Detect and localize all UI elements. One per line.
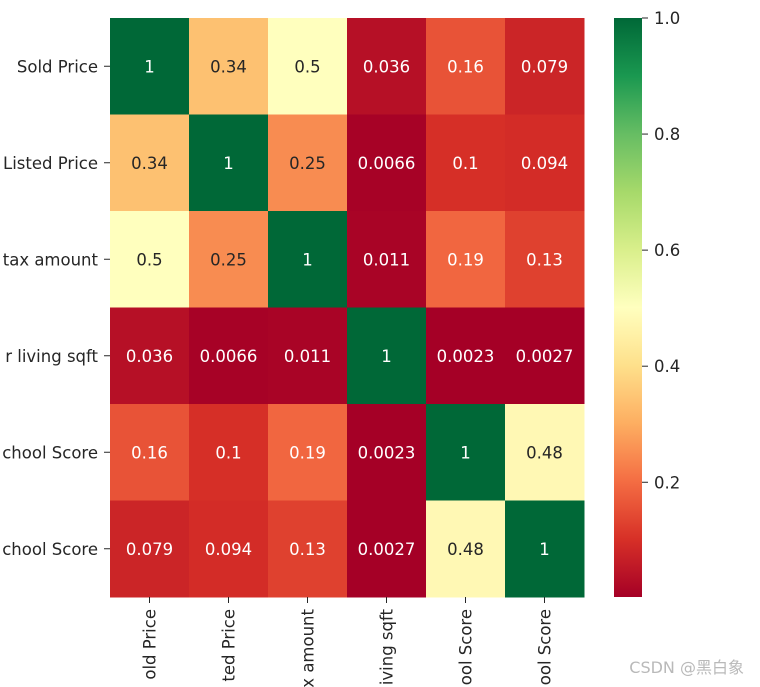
heatmap-cell — [505, 114, 585, 212]
cell-annotation: 0.036 — [126, 347, 173, 366]
cell-annotation: 0.011 — [284, 347, 331, 366]
cell-annotation: 0.16 — [447, 57, 484, 76]
cell-annotation: 0.34 — [210, 57, 247, 76]
cell-annotation: 0.0066 — [200, 347, 258, 366]
cell-annotation: 0.13 — [289, 540, 326, 559]
cell-annotation: 1 — [539, 540, 550, 559]
heatmap-cell — [189, 114, 269, 212]
heatmap-cell — [347, 18, 427, 115]
y-tick-label: chool Score — [2, 540, 98, 559]
colorbar-tick-label: 1.0 — [654, 9, 680, 28]
heatmap-cell — [189, 211, 269, 308]
heatmap-cell — [426, 18, 506, 115]
heatmap-cell — [110, 211, 190, 308]
heatmap-cell — [505, 404, 585, 501]
heatmap-cell — [189, 307, 269, 405]
cell-annotation: 0.0023 — [437, 347, 495, 366]
heatmap-cell — [110, 114, 190, 212]
cell-annotation: 0.13 — [526, 250, 563, 269]
heatmap-cell — [426, 404, 506, 501]
heatmap-cell — [268, 114, 348, 212]
heatmap-cell — [110, 404, 190, 501]
cell-annotation: 0.094 — [205, 540, 252, 559]
y-tick-label: Listed Price — [3, 154, 98, 173]
heatmap-cell — [347, 211, 427, 308]
heatmap-cell — [189, 18, 269, 115]
cell-annotation: 0.0023 — [358, 443, 416, 462]
y-tick-label: chool Score — [2, 443, 98, 462]
cell-annotation: 0.25 — [289, 154, 326, 173]
heatmap-cell — [505, 211, 585, 308]
x-tick-label: old Price — [141, 609, 160, 680]
heatmap-cell — [268, 307, 348, 405]
colorbar: 0.2 0.4 0.6 0.8 1.0 — [614, 9, 680, 597]
cell-annotation: 0.0066 — [358, 154, 416, 173]
heatmap-cell — [426, 307, 506, 405]
heatmap-cell — [426, 500, 506, 598]
cell-annotation: 1 — [144, 57, 155, 76]
cell-annotation: 0.34 — [131, 154, 168, 173]
y-axis-labels: Sold Price Listed Price tax amount r living… — [2, 57, 110, 559]
heatmap-cells — [110, 18, 585, 598]
watermark: CSDN @黑白象 — [629, 658, 744, 677]
heatmap-cell — [189, 404, 269, 501]
x-tick-label: iving sqft — [378, 608, 397, 685]
heatmap-cell — [268, 404, 348, 501]
x-tick-label: ool Score — [457, 609, 476, 685]
heatmap-cell — [426, 211, 506, 308]
cell-annotation: 1 — [223, 154, 234, 173]
cell-annotation: 0.0027 — [516, 347, 574, 366]
heatmap-cell — [110, 500, 190, 598]
heatmap-cell — [268, 500, 348, 598]
cell-annotation: 0.1 — [452, 154, 478, 173]
colorbar-tick-label: 0.2 — [654, 473, 680, 492]
cell-annotation: 0.48 — [447, 540, 484, 559]
heatmap-cell — [268, 18, 348, 115]
cell-annotation: 0.19 — [447, 250, 484, 269]
heatmap-cell — [505, 307, 585, 405]
y-tick-label: tax amount — [3, 250, 99, 269]
cell-annotation: 0.25 — [210, 250, 247, 269]
x-tick-label: ted Price — [220, 609, 239, 682]
cell-annotation: 0.16 — [131, 443, 168, 462]
cell-annotation: 0.48 — [526, 443, 563, 462]
heatmap-cell — [347, 404, 427, 501]
heatmap-cell — [110, 307, 190, 405]
heatmap-cell — [347, 500, 427, 598]
x-tick-label: x amount — [299, 608, 318, 687]
cell-annotation: 0.5 — [136, 250, 162, 269]
cell-annotation: 0.079 — [521, 57, 568, 76]
colorbar-gradient — [614, 18, 642, 597]
cell-annotation: 0.094 — [521, 154, 568, 173]
heatmap-cell — [505, 18, 585, 115]
cell-annotation: 1 — [381, 347, 392, 366]
heatmap-cell — [189, 500, 269, 598]
cell-annotation: 0.079 — [126, 540, 173, 559]
x-tick-label: ool Score — [536, 609, 555, 685]
heatmap-cell — [505, 500, 585, 598]
cell-annotation: 1 — [302, 250, 313, 269]
cell-annotation: 0.011 — [363, 250, 410, 269]
cell-annotation: 0.036 — [363, 57, 410, 76]
cell-annotation: 0.5 — [294, 57, 320, 76]
cell-annotation: 0.1 — [215, 443, 241, 462]
colorbar-tick-label: 0.4 — [654, 357, 680, 376]
heatmap-cell — [426, 114, 506, 212]
y-tick-label: r living sqft — [5, 347, 98, 366]
cell-annotations: 1 0.34 0.5 0.036 0.16 0.079 0.34 1 0.25 0.0066 0.1… — [126, 57, 573, 559]
heatmap-cell — [268, 211, 348, 308]
colorbar-tick-label: 0.8 — [654, 125, 680, 144]
heatmap-cell — [110, 18, 190, 115]
cell-annotation: 0.19 — [289, 443, 326, 462]
cell-annotation: 1 — [460, 443, 471, 462]
colorbar-tick-label: 0.6 — [654, 241, 680, 260]
heatmap-cell — [347, 307, 427, 405]
x-axis-labels: old Price ted Price x amount iving sqft ool … — [141, 597, 555, 687]
cell-annotation: 0.0027 — [358, 540, 416, 559]
y-tick-label: Sold Price — [17, 57, 98, 76]
heatmap-cell — [347, 114, 427, 212]
